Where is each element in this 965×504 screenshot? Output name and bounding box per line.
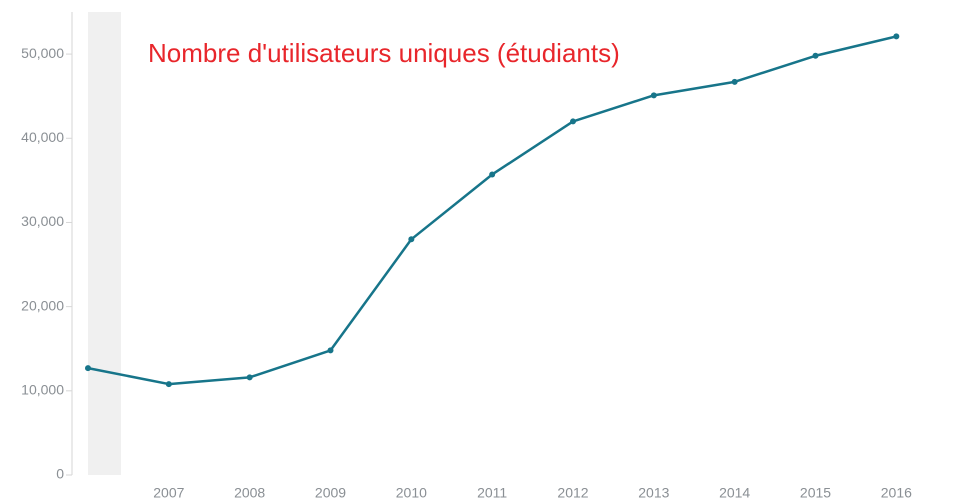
y-tick-label: 10,000 [21,382,64,398]
data-point [85,365,91,372]
shaded-region [88,12,121,475]
data-point [893,33,900,40]
x-tick-label: 2007 [153,485,184,501]
y-tick-label: 20,000 [21,297,64,313]
x-tick-label: 2010 [396,485,427,501]
x-tick-label: 2014 [719,485,750,501]
y-tick-label: 50,000 [21,45,64,61]
data-point [408,236,415,243]
x-tick-label: 2011 [477,485,507,501]
x-tick-label: 2012 [557,485,588,501]
data-line [87,35,897,386]
data-point [327,347,334,354]
y-tick-label: 0 [56,466,64,482]
data-point [570,118,576,125]
data-point [246,374,253,381]
x-tick-label: 2013 [638,485,669,501]
y-tick-label: 30,000 [21,213,64,229]
data-point [812,52,819,59]
data-point [650,92,657,99]
x-tick-label: 2008 [234,485,265,501]
x-tick-label: 2016 [881,485,912,501]
data-point [731,78,738,85]
y-tick-label: 40,000 [21,129,64,145]
data-point [165,381,172,388]
chart-title: Nombre d'utilisateurs uniques (étudiants… [148,38,620,68]
x-tick-label: 2015 [800,485,831,501]
data-point [489,171,496,178]
x-tick-label: 2009 [315,485,346,501]
